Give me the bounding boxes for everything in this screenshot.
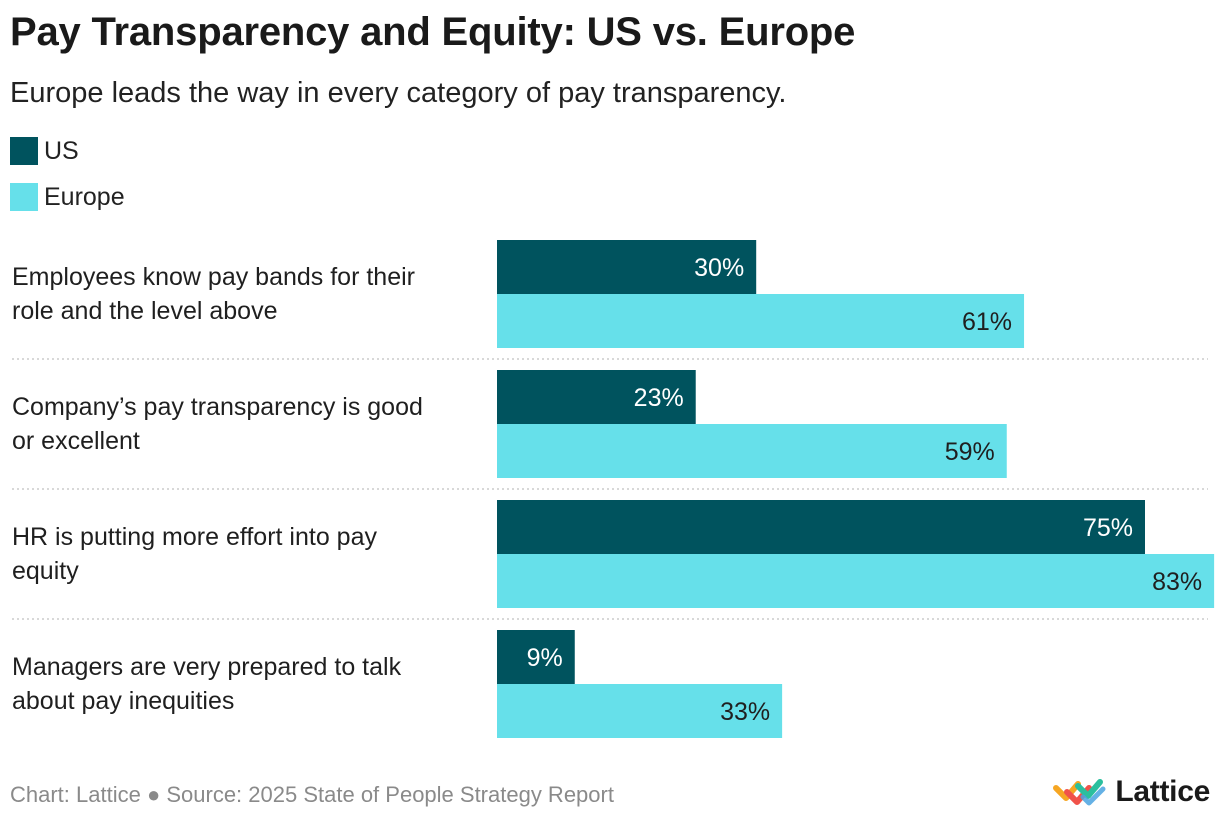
bar-us [497, 240, 757, 294]
category-label: Managers are very prepared to talk about … [12, 653, 402, 715]
legend-item-europe: Europe [10, 182, 125, 212]
legend: US Europe [10, 136, 125, 228]
bar-us [497, 500, 1145, 554]
legend-swatch-us [10, 137, 38, 165]
bar-europe [497, 684, 783, 738]
bar-us [497, 370, 696, 424]
data-label-us: 30% [694, 254, 744, 282]
bar-us [497, 630, 575, 684]
category-label: Employees know pay bands for their role a… [12, 263, 415, 325]
chart-subtitle: Europe leads the way in every category o… [10, 77, 787, 109]
bar-europe [497, 554, 1215, 608]
data-label-europe: 33% [720, 698, 770, 726]
chart-title: Pay Transparency and Equity: US vs. Euro… [10, 10, 856, 54]
legend-swatch-europe [10, 183, 38, 211]
data-label-europe: 59% [945, 438, 995, 466]
bar-europe [497, 424, 1007, 478]
data-label-europe: 83% [1152, 568, 1202, 596]
data-label-us: 9% [527, 644, 563, 672]
data-label-us: 75% [1083, 514, 1133, 542]
category-label: HR is putting more effort into pay equity [12, 523, 377, 585]
brand-name: Lattice [1115, 775, 1210, 808]
category-label: Company’s pay transparency is good or exc… [12, 393, 423, 455]
data-label-us: 23% [634, 384, 684, 412]
legend-label-us: US [44, 136, 79, 165]
legend-label-europe: Europe [44, 182, 125, 211]
bar-europe [497, 294, 1025, 348]
legend-item-us: US [10, 136, 125, 166]
source-note: Chart: Lattice ● Source: 2025 State of P… [10, 782, 614, 807]
data-label-europe: 61% [962, 308, 1012, 336]
lattice-logo-icon [1053, 779, 1106, 806]
brand: Lattice [1053, 775, 1210, 809]
